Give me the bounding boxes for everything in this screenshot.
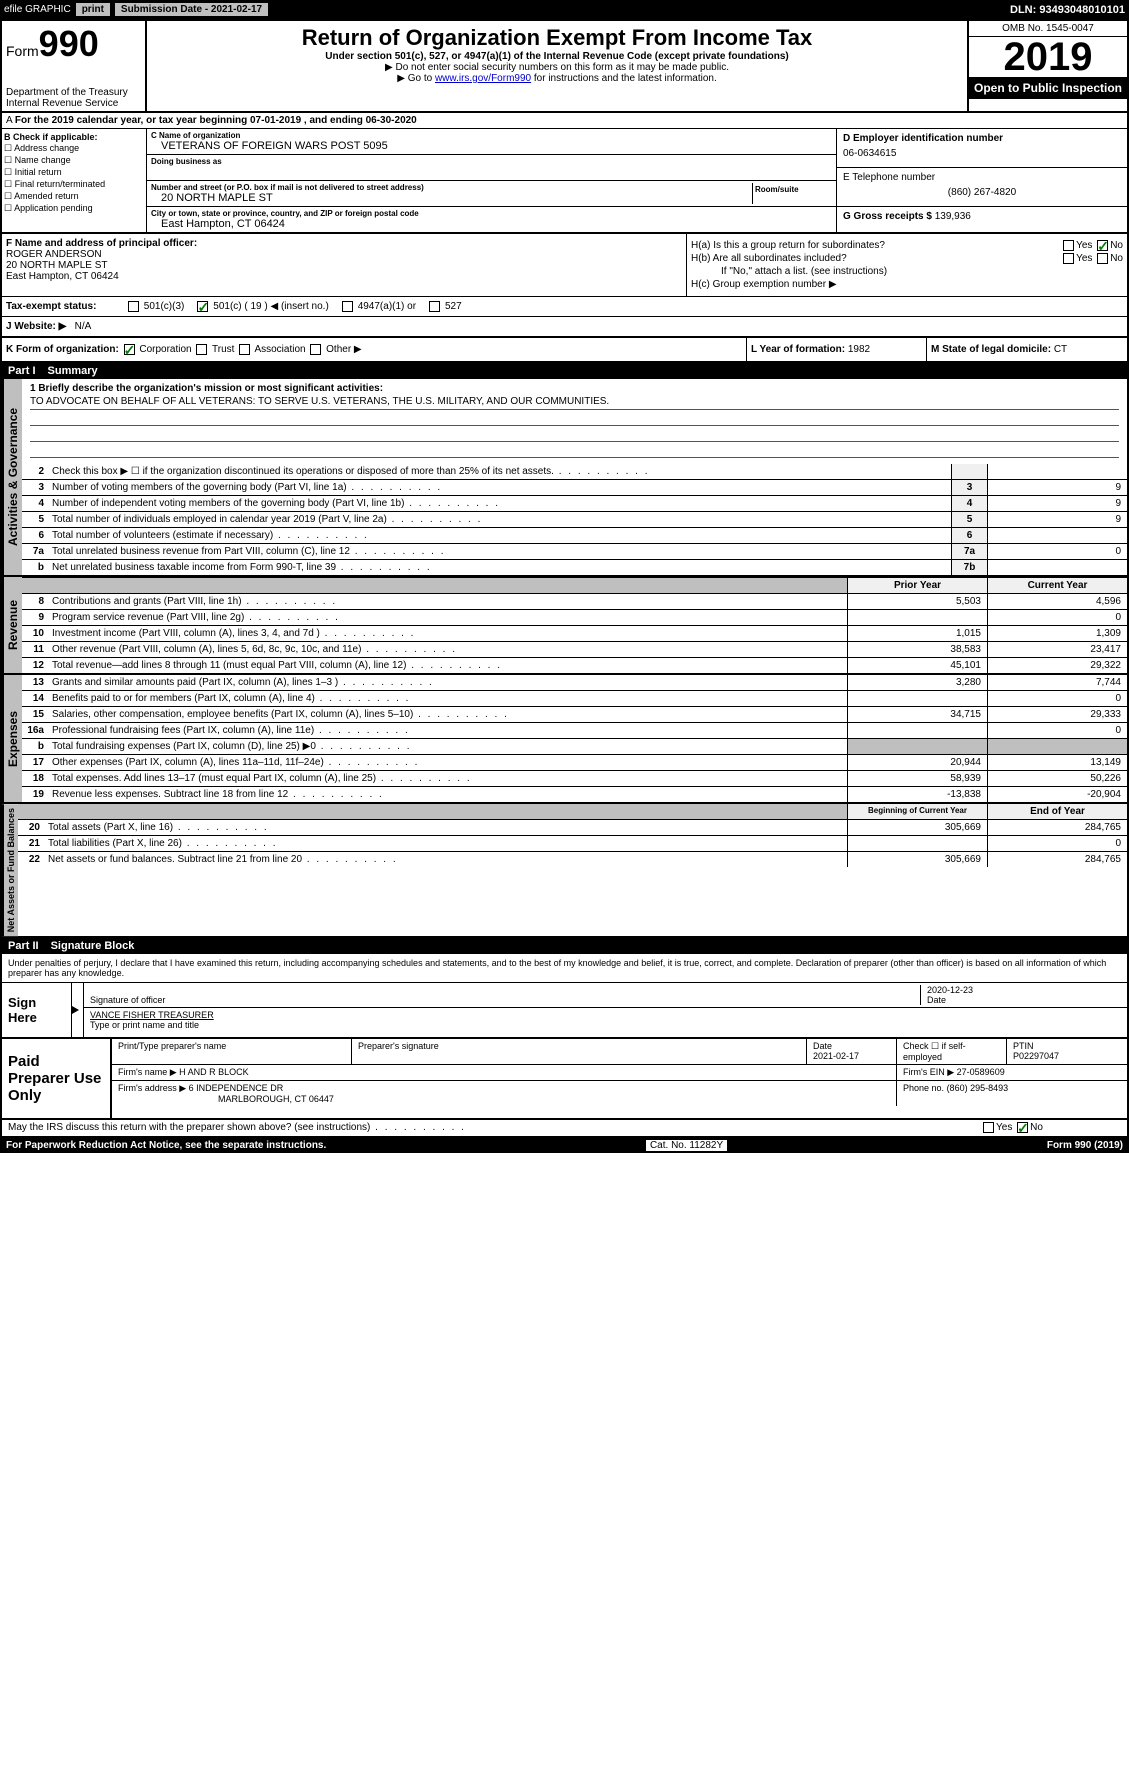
side-expenses: Expenses: [2, 675, 22, 802]
org-name: VETERANS OF FOREIGN WARS POST 5095: [151, 140, 832, 152]
website: N/A: [75, 321, 92, 332]
side-governance: Activities & Governance: [2, 379, 22, 575]
table-row: 12Total revenue—add lines 8 through 11 (…: [22, 658, 1127, 673]
firm-ein: 27-0589609: [957, 1067, 1005, 1077]
instructions-link[interactable]: www.irs.gov/Form990: [435, 73, 531, 84]
end-year-header: End of Year: [987, 804, 1127, 819]
officer-name: ROGER ANDERSON: [6, 249, 682, 260]
table-row: 7aTotal unrelated business revenue from …: [22, 544, 1127, 560]
telephone: (860) 267-4820: [843, 183, 1121, 202]
signature-declaration: Under penalties of perjury, I declare th…: [2, 954, 1127, 982]
firm-phone: (860) 295-8493: [947, 1083, 1009, 1093]
box-k: K Form of organization: Corporation Trus…: [2, 338, 747, 361]
print-button[interactable]: print: [75, 2, 111, 17]
form-number: 990: [39, 23, 99, 64]
dln: DLN: 93493048010101: [1010, 4, 1125, 16]
table-row: 13Grants and similar amounts paid (Part …: [22, 675, 1127, 691]
paid-preparer-label: Paid Preparer Use Only: [2, 1039, 112, 1118]
prior-year-header: Prior Year: [847, 578, 987, 593]
form-title: Return of Organization Exempt From Incom…: [151, 25, 963, 51]
form-subtitle: Under section 501(c), 527, or 4947(a)(1)…: [151, 51, 963, 62]
mission-block: 1 Briefly describe the organization's mi…: [22, 379, 1127, 464]
officer-name-title: VANCE FISHER TREASURER: [90, 1010, 214, 1020]
table-row: 11Other revenue (Part VIII, column (A), …: [22, 642, 1127, 658]
dept-irs: Internal Revenue Service: [6, 98, 141, 109]
table-row: 9Program service revenue (Part VIII, lin…: [22, 610, 1127, 626]
table-row: bTotal fundraising expenses (Part IX, co…: [22, 739, 1127, 755]
box-f: F Name and address of principal officer:…: [2, 234, 687, 296]
box-b: B Check if applicable: ☐ Address change …: [2, 129, 147, 232]
begin-year-header: Beginning of Current Year: [847, 804, 987, 819]
open-public: Open to Public Inspection: [969, 77, 1127, 99]
table-row: 20Total assets (Part X, line 16)305,6692…: [18, 820, 1127, 836]
table-row: 10Investment income (Part VIII, column (…: [22, 626, 1127, 642]
sign-here-label: Sign Here: [2, 983, 72, 1037]
sig-date: 2020-12-23: [927, 985, 1121, 995]
submission-date: Submission Date - 2021-02-17: [115, 3, 268, 16]
table-row: 2Check this box ▶ ☐ if the organization …: [22, 464, 1127, 480]
table-row: 15Salaries, other compensation, employee…: [22, 707, 1127, 723]
table-row: 17Other expenses (Part IX, column (A), l…: [22, 755, 1127, 771]
side-revenue: Revenue: [2, 577, 22, 673]
firm-name: H AND R BLOCK: [179, 1067, 249, 1077]
part-1-header: Part ISummary: [2, 363, 1127, 379]
table-row: 16aProfessional fundraising fees (Part I…: [22, 723, 1127, 739]
footer: For Paperwork Reduction Act Notice, see …: [0, 1138, 1129, 1153]
box-m: M State of legal domicile: CT: [927, 338, 1127, 361]
ptin: P02297047: [1013, 1051, 1121, 1061]
box-l: L Year of formation: 1982: [747, 338, 927, 361]
side-net-assets: Net Assets or Fund Balances: [2, 804, 18, 936]
ein: 06-0634615: [843, 144, 1121, 163]
dept-treasury: Department of the Treasury: [6, 87, 141, 98]
efile-label: efile GRAPHIC: [4, 4, 71, 15]
part-2-header: Part IISignature Block: [2, 938, 1127, 954]
privacy-note: ▶ Do not enter social security numbers o…: [151, 62, 963, 73]
table-row: 22Net assets or fund balances. Subtract …: [18, 852, 1127, 867]
table-row: 21Total liabilities (Part X, line 26)0: [18, 836, 1127, 852]
table-row: 18Total expenses. Add lines 13–17 (must …: [22, 771, 1127, 787]
arrow-icon: [72, 1006, 79, 1014]
discuss-row: May the IRS discuss this return with the…: [2, 1120, 1127, 1135]
form-header: Form990 Department of the Treasury Inter…: [2, 21, 1127, 113]
table-row: 14Benefits paid to or for members (Part …: [22, 691, 1127, 707]
paid-preparer-block: Print/Type preparer's name Preparer's si…: [112, 1039, 1127, 1118]
box-j: J Website: ▶ N/A: [2, 317, 1127, 338]
tax-year: 2019: [969, 37, 1127, 77]
table-row: 3Number of voting members of the governi…: [22, 480, 1127, 496]
org-city: East Hampton, CT 06424: [151, 218, 832, 230]
table-row: 5Total number of individuals employed in…: [22, 512, 1127, 528]
org-address: 20 NORTH MAPLE ST: [151, 192, 752, 204]
form-prefix: Form: [6, 43, 39, 59]
table-row: 6Total number of volunteers (estimate if…: [22, 528, 1127, 544]
box-d-e-g: D Employer identification number06-06346…: [837, 129, 1127, 232]
table-row: 19Revenue less expenses. Subtract line 1…: [22, 787, 1127, 802]
current-year-header: Current Year: [987, 578, 1127, 593]
table-row: 8Contributions and grants (Part VIII, li…: [22, 594, 1127, 610]
table-row: 4Number of independent voting members of…: [22, 496, 1127, 512]
gross-receipts: 139,936: [935, 211, 971, 222]
box-c: C Name of organizationVETERANS OF FOREIG…: [147, 129, 837, 232]
tax-period: A For the 2019 calendar year, or tax yea…: [2, 113, 1127, 129]
box-i: Tax-exempt status: 501(c)(3) 501(c) ( 19…: [2, 297, 1127, 317]
catalog-number: Cat. No. 11282Y: [646, 1140, 727, 1151]
table-row: bNet unrelated business taxable income f…: [22, 560, 1127, 575]
top-bar: efile GRAPHIC print Submission Date - 20…: [0, 0, 1129, 19]
form-ref: Form 990 (2019): [1047, 1140, 1123, 1151]
mission-text: TO ADVOCATE ON BEHALF OF ALL VETERANS: T…: [30, 394, 1119, 410]
box-h: H(a) Is this a group return for subordin…: [687, 234, 1127, 296]
